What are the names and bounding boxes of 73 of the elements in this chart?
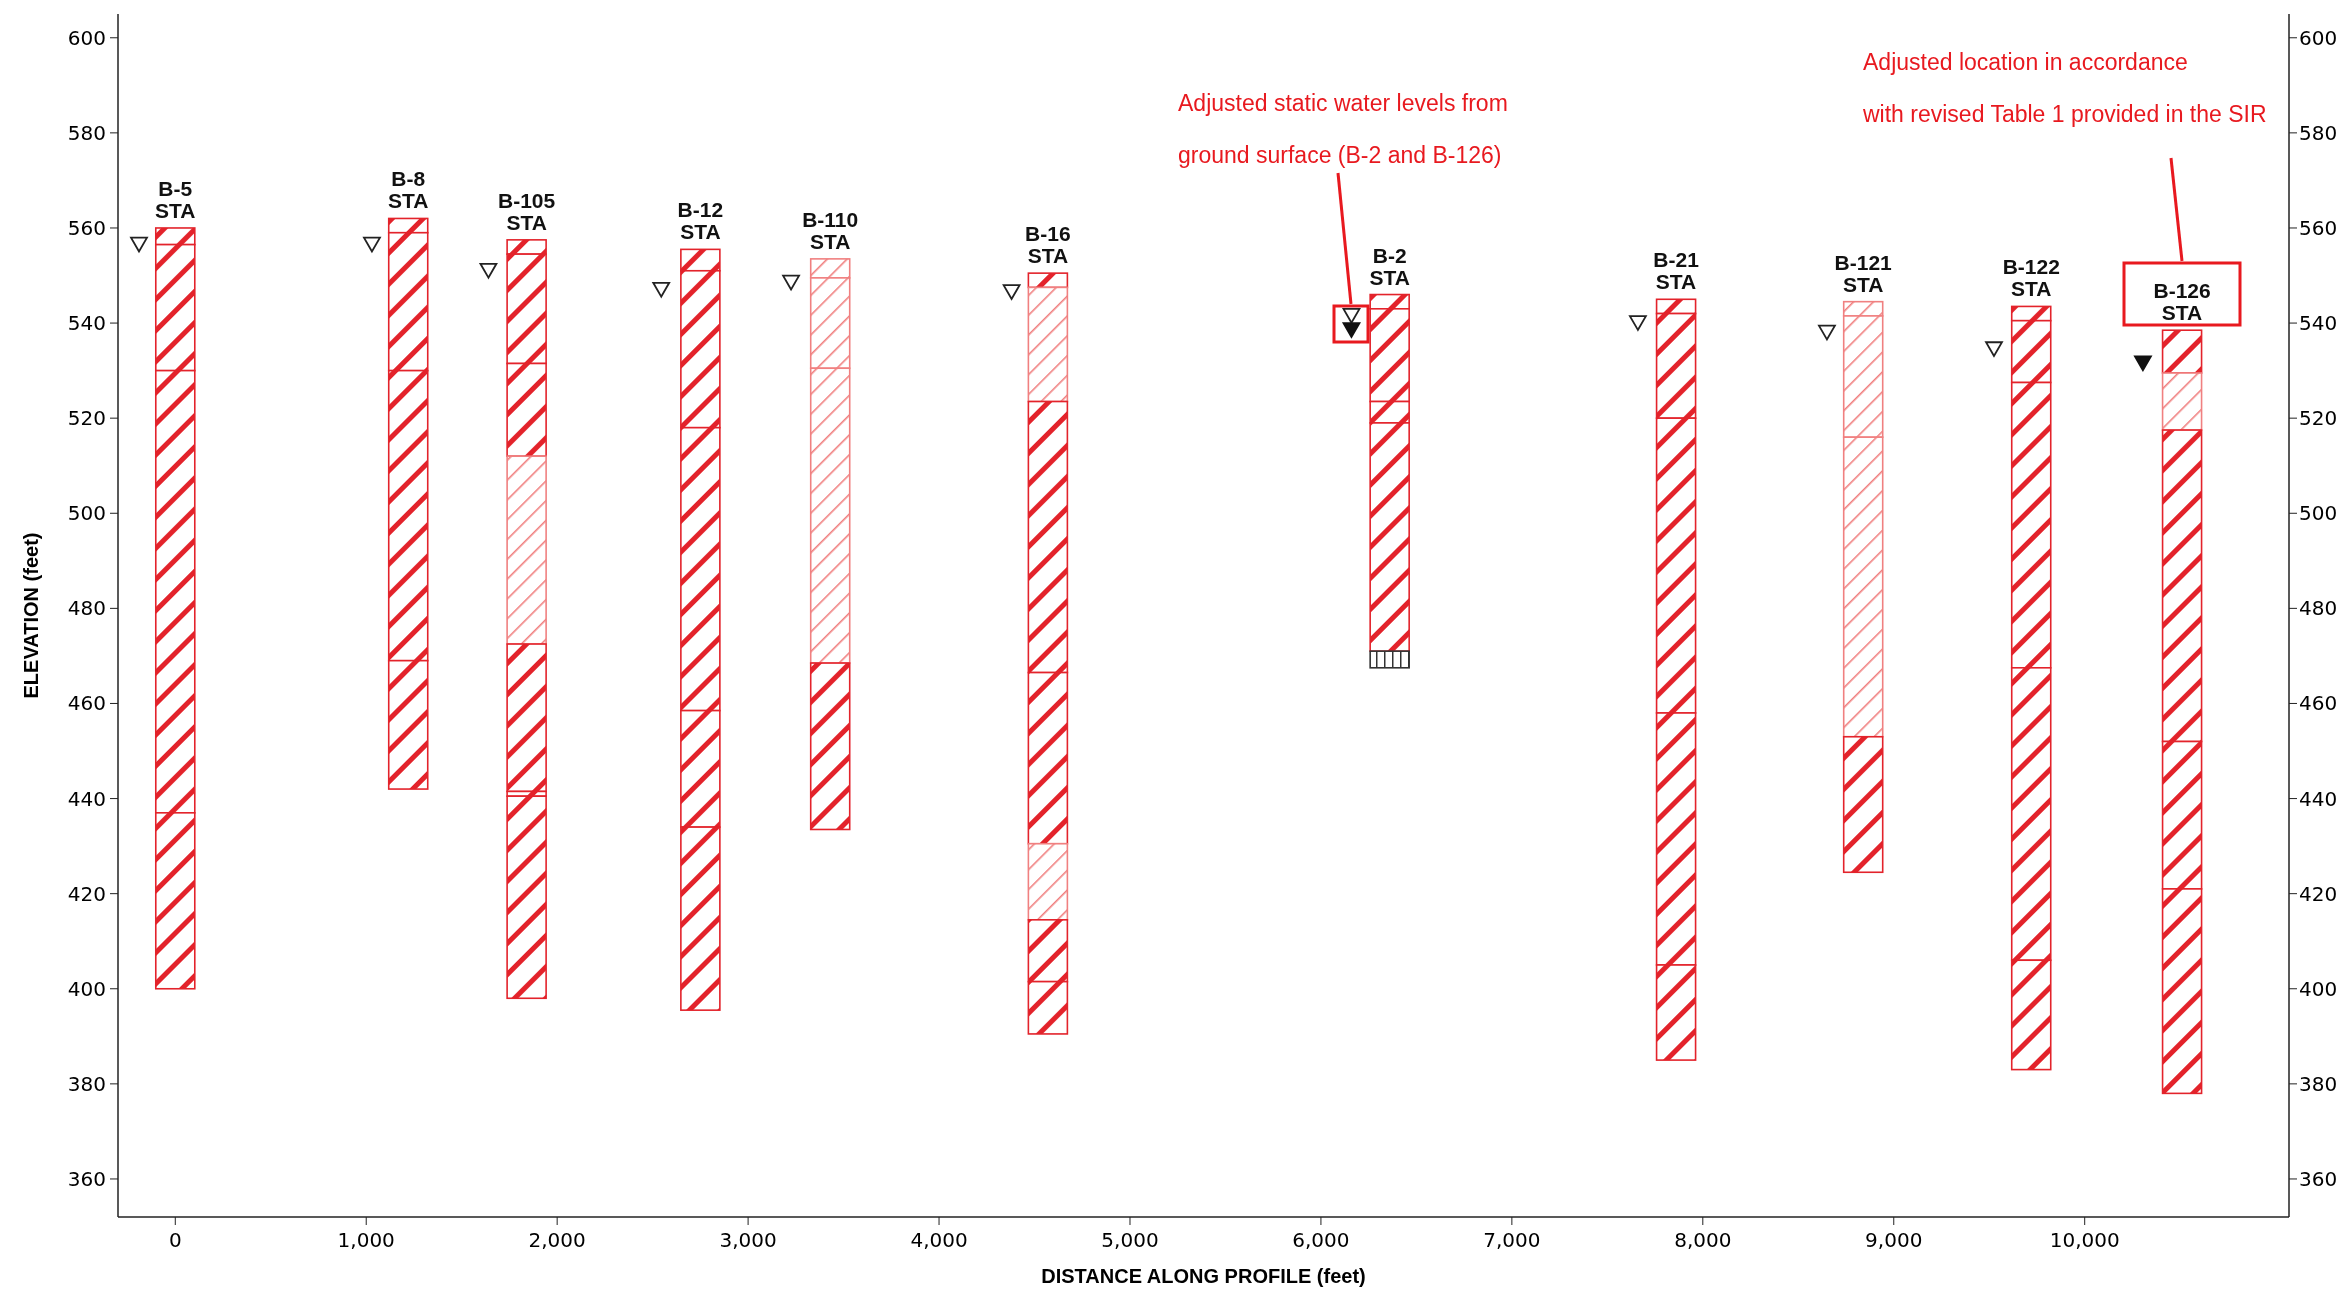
point: [2134, 355, 2152, 372]
y2-tick-label: 560: [2299, 215, 2338, 240]
annotation: B-105 STA: [498, 188, 556, 234]
annotation: B-2 STA: [1369, 243, 1410, 289]
bar: [1027, 842, 1069, 921]
point: [1985, 341, 2003, 357]
point: [130, 236, 148, 253]
x-axis-title: DISTANCE ALONG PROFILE (feet): [1041, 1265, 1366, 1287]
x-tick-label: 9,000: [1865, 1228, 1923, 1252]
bar: [1027, 286, 1069, 403]
y-tick-label: 540: [67, 311, 106, 336]
x-tick-label: 0: [168, 1228, 182, 1252]
point: [1629, 315, 1647, 331]
x-tick-label: 10,000: [2049, 1228, 2120, 1252]
bar: [2161, 372, 2203, 431]
y-tick-label: 560: [67, 215, 106, 240]
y2-tick-label: 480: [2299, 596, 2338, 621]
y2-tick-label: 400: [2299, 976, 2338, 1001]
point: [1818, 324, 1836, 341]
y2-tick-label: 500: [2299, 501, 2338, 526]
bar: [1842, 735, 1884, 874]
annotation: B-16 STA: [1025, 222, 1071, 268]
point: [479, 262, 498, 279]
y-tick-label: 580: [67, 120, 106, 145]
x-tick-label: 3,000: [719, 1228, 777, 1252]
annotation: Adjusted location in accordance with revised Table 1 provided in the SIR: [1862, 49, 2267, 127]
bar: [506, 795, 547, 1000]
bar: [506, 455, 547, 645]
y-tick-label: 500: [67, 501, 106, 526]
x-tick-label: 4,000: [910, 1228, 968, 1252]
bar: [1369, 650, 1410, 669]
y-tick-label: 480: [67, 596, 106, 621]
x-tick-label: 5,000: [1101, 1228, 1159, 1252]
point: [363, 236, 381, 253]
x-tick-label: 7,000: [1483, 1228, 1541, 1252]
y-tick-label: 420: [67, 881, 106, 906]
y2-tick-label: 440: [2299, 786, 2338, 811]
y-axis-title: ELEVATION (feet): [20, 532, 42, 699]
bar: [1027, 272, 1069, 289]
x-tick-label: 8,000: [1674, 1228, 1732, 1252]
annotation: B-122 STA: [2002, 255, 2060, 301]
y2-tick-label: 520: [2299, 406, 2338, 431]
y2-tick-label: 600: [2299, 25, 2338, 50]
y2-tick-label: 380: [2299, 1071, 2338, 1096]
y2-tick-label: 360: [2299, 1166, 2338, 1191]
bar: [506, 643, 547, 793]
annotation: B-12 STA: [677, 198, 724, 244]
annotation: B-121 STA: [1834, 250, 1893, 296]
point: [1002, 284, 1021, 300]
y-tick-label: 400: [67, 976, 106, 1001]
point: [652, 281, 671, 298]
annotation: B-110 STA: [802, 207, 859, 253]
point: [782, 274, 800, 291]
y2-tick-label: 540: [2299, 311, 2338, 336]
x-tick-label: 1,000: [337, 1228, 395, 1252]
bar: [809, 662, 851, 831]
y2-tick-label: 460: [2299, 691, 2338, 716]
y-tick-label: 460: [67, 691, 106, 716]
annotation: B-21 STA: [1653, 248, 1700, 294]
annotation: B-5 STA: [155, 176, 196, 222]
annotation: B-8 STA: [388, 167, 429, 213]
bar: [2161, 329, 2203, 374]
annotation: B-126 STA: [2153, 279, 2211, 325]
y2-tick-label: 580: [2299, 120, 2338, 145]
x-tick-label: 2,000: [528, 1228, 586, 1252]
y-tick-label: 520: [67, 406, 106, 431]
y-tick-label: 440: [67, 786, 106, 811]
y-tick-label: 360: [67, 1166, 106, 1191]
y2-tick-label: 420: [2299, 881, 2338, 906]
y-tick-label: 380: [67, 1071, 106, 1096]
annotation: Adjusted static water levels from ground surface (B-2 and B-126): [1178, 90, 1508, 168]
y-tick-label: 600: [67, 25, 106, 50]
x-tick-label: 6,000: [1292, 1228, 1350, 1252]
